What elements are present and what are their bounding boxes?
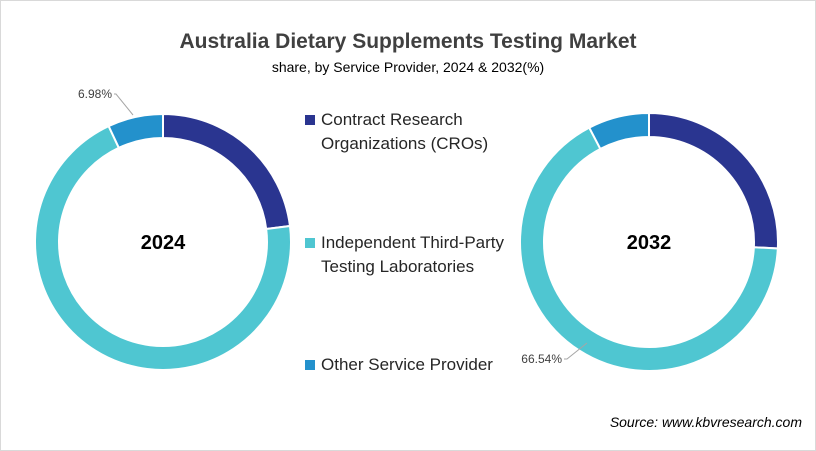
legend-item-cros: Contract Research Organizations (CROs) <box>305 108 511 156</box>
legend-swatch-other <box>305 360 315 370</box>
source-note: Source: www.kbvresearch.com <box>609 414 802 430</box>
leader-line-2032 <box>564 342 588 360</box>
slice-2024-0 <box>162 112 292 231</box>
legend-swatch-cros <box>305 115 315 125</box>
slice-2032-1 <box>519 126 779 372</box>
legend-item-third-party: Independent Third-Party Testing Laborato… <box>305 231 511 279</box>
legend-label-other: Other Service Provider <box>321 355 493 374</box>
legend-label-cros: Contract Research Organizations (CROs) <box>321 110 489 153</box>
legend-item-other: Other Service Provider <box>305 353 511 377</box>
slice-2024-1 <box>34 124 292 371</box>
slice-2032-0 <box>648 111 779 250</box>
center-label-2032: 2032 <box>627 232 672 254</box>
center-label-2024: 2024 <box>141 232 186 254</box>
data-label-2032: 66.54% <box>521 352 562 366</box>
slice-2032-2 <box>587 111 650 151</box>
slice-2024-2 <box>107 112 164 150</box>
chart-title: Australia Dietary Supplements Testing Ma… <box>179 30 637 53</box>
legend-swatch-third-party <box>305 238 315 248</box>
legend-label-third-party: Independent Third-Party Testing Laborato… <box>321 233 505 276</box>
data-label-2024: 6.98% <box>78 87 112 101</box>
chart-subtitle: share, by Service Provider, 2024 & 2032(… <box>271 59 545 75</box>
leader-line-2024 <box>114 93 134 116</box>
